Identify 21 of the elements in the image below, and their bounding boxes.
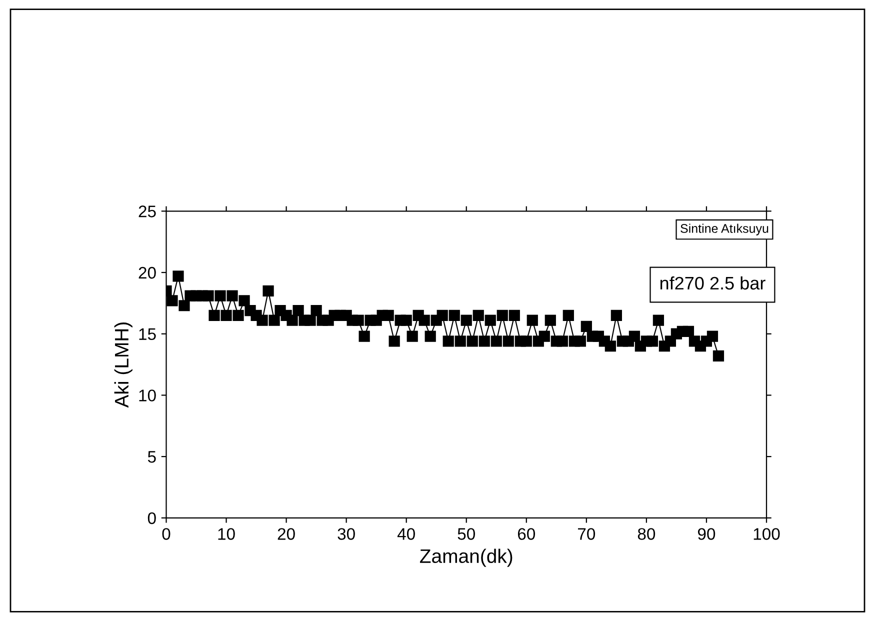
annotation: Sintine Atıksuyu xyxy=(680,224,768,236)
x-tick-label: 10 xyxy=(218,528,235,540)
y-tick-label: 20 xyxy=(138,266,156,279)
y-tick-label: 5 xyxy=(148,451,156,463)
y-tick-label: 15 xyxy=(139,328,156,340)
x-tick-label: 70 xyxy=(578,528,596,540)
x-tick-label: 60 xyxy=(518,528,536,540)
x-tick-label: 100 xyxy=(754,528,780,540)
annotation: nf270 2.5 bar xyxy=(660,276,766,290)
y-tick-label: 25 xyxy=(138,206,156,218)
x-tick-label: 0 xyxy=(162,528,170,540)
y-tick-label: 0 xyxy=(148,512,156,524)
x-tick-label: 40 xyxy=(397,528,415,540)
x-tick-label: 80 xyxy=(638,528,656,540)
x-tick-label: 30 xyxy=(338,528,355,540)
x-tick-label: 50 xyxy=(458,528,475,540)
y-axis-title: Aki (LMH) xyxy=(114,322,132,408)
y-tick-label: 10 xyxy=(139,390,156,402)
x-axis-title: Zaman(dk) xyxy=(420,548,512,567)
x-tick-label: 20 xyxy=(278,528,295,540)
x-tick-label: 90 xyxy=(698,528,716,540)
